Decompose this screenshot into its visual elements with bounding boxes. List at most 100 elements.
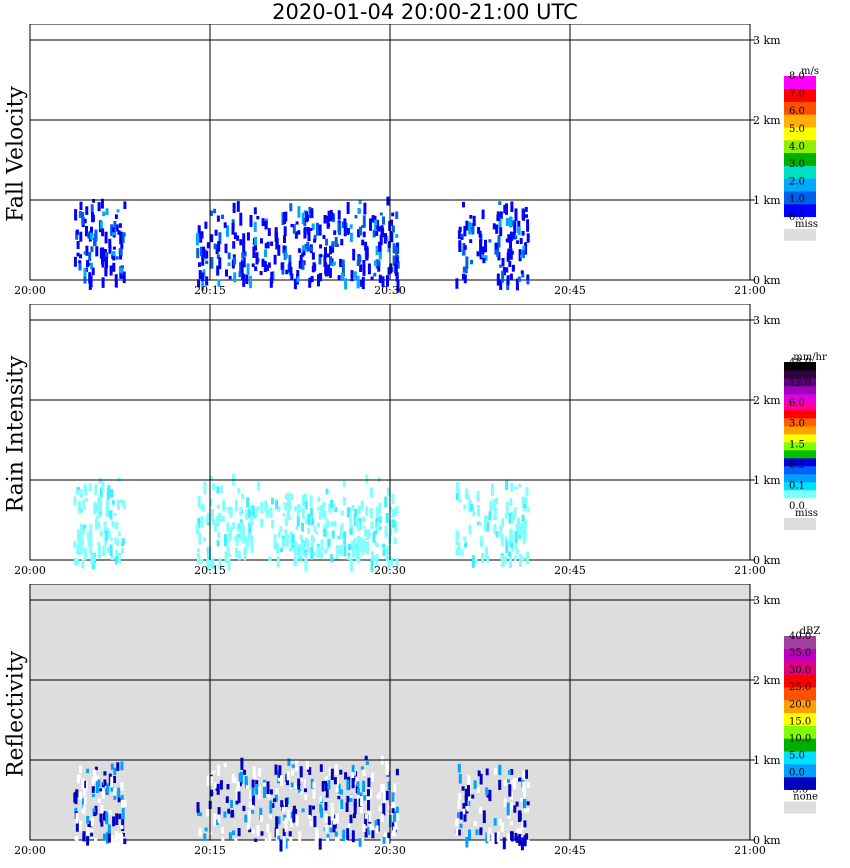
legend-swatch xyxy=(784,687,816,701)
legend-label: 0.0 xyxy=(789,768,805,779)
y-tick-label: 2 km xyxy=(753,674,781,687)
echo-field xyxy=(73,755,530,852)
x-tick-label: 20:30 xyxy=(374,284,406,297)
legend-label: 0.0 xyxy=(789,212,805,223)
legend-swatch xyxy=(784,712,816,726)
legend-label: -5.0 xyxy=(789,785,808,796)
x-tick-label: 20:45 xyxy=(554,844,586,857)
legend-label: 6.0 xyxy=(789,398,805,409)
legend-label: 48.0 xyxy=(789,357,811,368)
y-tick-label: 3 km xyxy=(753,314,781,327)
echo-field xyxy=(73,473,530,572)
legend-swatch xyxy=(784,450,816,459)
y-tick-label: 2 km xyxy=(753,114,781,127)
legend-swatch xyxy=(784,725,816,739)
legend-label: 0.1 xyxy=(789,480,805,491)
color-legend: m/s 0.0 1.0 2.0 3.0 4.0 5.0 6.0 7.0 8.0 miss xyxy=(784,66,819,241)
panel-title: Fall Velocity xyxy=(3,86,29,222)
legend-swatch xyxy=(784,636,816,650)
x-tick-label: 20:30 xyxy=(374,564,406,577)
legend-label: 3.0 xyxy=(789,159,805,170)
legend-swatch xyxy=(784,165,816,179)
legend-swatch xyxy=(784,776,816,790)
echo-field xyxy=(73,196,530,293)
chart-title: 2020-01-04 20:00-21:00 UTC xyxy=(272,0,578,24)
legend-miss-label: none xyxy=(793,792,818,803)
fall-velocity-chart: 0 km 1 km 2 km 3 km 20:00 20:15 20:30 20:45 21:0… xyxy=(14,23,819,297)
y-tick-label: 0 km xyxy=(753,274,781,287)
legend-unit: dBZ xyxy=(800,626,821,637)
legend-unit: m/s xyxy=(801,66,819,77)
legend-swatch xyxy=(784,498,816,507)
legend-label: 30.0 xyxy=(789,665,811,676)
legend-swatch xyxy=(784,426,816,435)
legend-label: 1.5 xyxy=(789,439,805,450)
panel-title: Reflectivity xyxy=(3,650,29,778)
panel-title: Rain Intensity xyxy=(3,355,29,513)
legend-swatch xyxy=(784,648,816,662)
color-legend: mm/hr 0.0 0.1 0.5 1.5 3.0 6.0 12.0 48.0 miss xyxy=(784,352,827,530)
fall-velocity-panel: Fall Velocity 0 km 1 km 2 km 3 km 20:00 20:15… xyxy=(0,23,850,304)
legend-label: 3.0 xyxy=(789,419,805,430)
legend-label: 25.0 xyxy=(789,682,811,693)
x-tick-label: 20:15 xyxy=(194,284,226,297)
legend-swatch xyxy=(784,152,816,166)
legend-swatch xyxy=(784,700,816,714)
grid-lines xyxy=(30,24,750,280)
reflectivity-panel: Reflectivity 0 km 1 km 2 km 3 km 20:00 20:15 2… xyxy=(0,583,850,864)
legend-swatch xyxy=(784,442,816,451)
legend-label: 5.0 xyxy=(789,124,805,135)
legend-swatch xyxy=(784,378,816,387)
legend-swatch xyxy=(784,114,816,128)
legend-swatch xyxy=(784,661,816,675)
legend-swatch xyxy=(784,674,816,688)
y-tick-label: 1 km xyxy=(753,474,781,487)
legend-label: 2.0 xyxy=(789,177,805,188)
y-tick-label: 0 km xyxy=(753,554,781,567)
x-tick-label: 20:00 xyxy=(14,564,46,577)
legend-swatch xyxy=(784,386,816,395)
y-tick-label: 0 km xyxy=(753,834,781,847)
legend-label: 10.0 xyxy=(789,733,811,744)
y-tick-label: 3 km xyxy=(753,34,781,47)
legend-swatch xyxy=(784,362,816,371)
x-tick-label: 21:00 xyxy=(734,844,766,857)
x-tick-label: 21:00 xyxy=(734,284,766,297)
x-tick-label: 20:00 xyxy=(14,844,46,857)
legend-swatch xyxy=(784,418,816,427)
grid-lines xyxy=(30,304,750,560)
legend-miss-swatch xyxy=(784,228,816,241)
legend-swatch xyxy=(784,751,816,765)
legend-swatch xyxy=(784,434,816,443)
legend-swatch xyxy=(784,127,816,141)
legend-swatch xyxy=(784,204,816,218)
x-tick-label: 20:45 xyxy=(554,564,586,577)
legend-swatch xyxy=(784,88,816,102)
x-tick-label: 20:30 xyxy=(374,844,406,857)
legend-label: 4.0 xyxy=(789,141,805,152)
legend-label: 35.0 xyxy=(789,648,811,659)
rain-intensity-panel: Rain Intensity 0 km 1 km 2 km 3 km 20:00 20:1… xyxy=(0,303,850,584)
reflectivity-chart: 0 km 1 km 2 km 3 km 20:00 20:15 20:30 20:45 21:0… xyxy=(14,583,820,857)
legend-label: 1.0 xyxy=(789,194,805,205)
grid-lines xyxy=(30,584,750,840)
legend-miss-swatch xyxy=(784,801,816,814)
legend-swatch xyxy=(784,101,816,115)
y-tick-label: 2 km xyxy=(753,394,781,407)
legend-swatch xyxy=(784,474,816,483)
legend-label: 15.0 xyxy=(789,716,811,727)
y-tick-label: 1 km xyxy=(753,754,781,767)
legend-label: 5.0 xyxy=(789,751,805,762)
color-legend: dBZ -5.0 0.0 5.0 10.0 15.0 20.0 25.0 30.0 35.0 40.… xyxy=(784,626,820,814)
rain-intensity-chart: 0 km 1 km 2 km 3 km 20:00 20:15 20:30 20:45 21:0… xyxy=(14,303,827,577)
legend-swatch xyxy=(784,394,816,403)
legend-miss-label: miss xyxy=(795,219,818,230)
legend-swatch xyxy=(784,410,816,419)
legend-swatch xyxy=(784,482,816,491)
legend-swatch xyxy=(784,76,816,90)
x-tick-label: 20:15 xyxy=(194,844,226,857)
legend-label: 6.0 xyxy=(789,106,805,117)
legend-label: 7.0 xyxy=(789,89,805,100)
legend-label: 0.0 xyxy=(789,501,805,512)
legend-swatch xyxy=(784,402,816,411)
